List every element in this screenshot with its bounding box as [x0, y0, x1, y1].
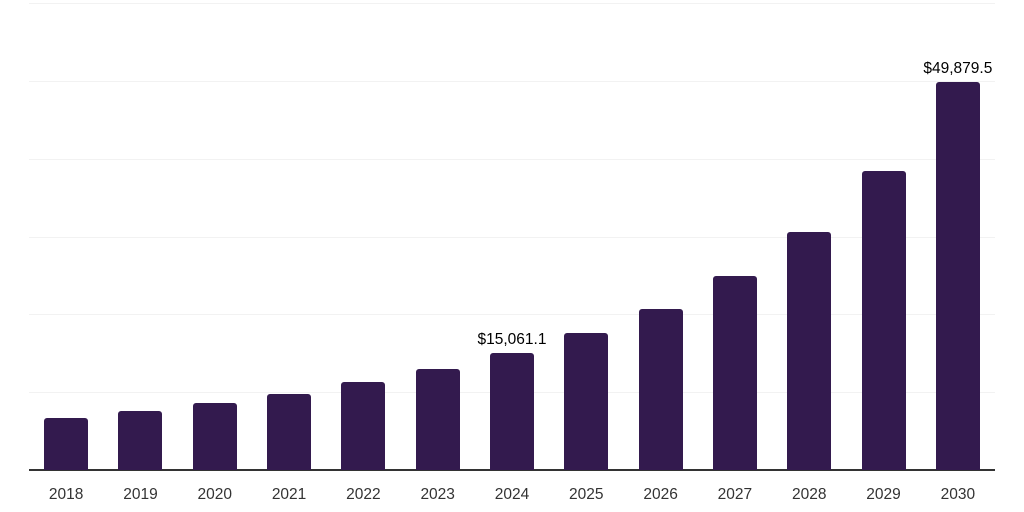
gridline [29, 236, 995, 238]
x-tick-2023: 2023 [420, 486, 455, 503]
bar-2018 [44, 417, 89, 470]
gridline [29, 3, 995, 4]
x-tick-2024: 2024 [494, 486, 530, 503]
x-tick-2021: 2021 [271, 486, 307, 503]
x-tick-2025: 2025 [569, 486, 604, 503]
data-label-2024: $15,061.1 [477, 330, 547, 348]
x-tick-2022: 2022 [346, 486, 381, 503]
x-tick-2018: 2018 [48, 486, 84, 503]
gridline [29, 80, 995, 82]
x-tick-2026: 2026 [643, 486, 678, 503]
bar-2022 [341, 381, 386, 470]
bar-2019 [118, 411, 163, 470]
bar-2026 [638, 308, 683, 470]
x-tick-2029: 2029 [866, 486, 901, 503]
gridline [29, 314, 995, 316]
bar-2030 [935, 81, 980, 470]
bar-2028 [787, 231, 832, 470]
x-tick-2019: 2019 [123, 486, 158, 503]
bar-2023 [415, 368, 460, 470]
bar-2027 [712, 275, 757, 470]
x-tick-2028: 2028 [791, 486, 827, 503]
gridline [29, 158, 995, 160]
x-axis-line [29, 469, 995, 471]
bar-2021 [267, 394, 312, 470]
x-tick-2027: 2027 [717, 486, 753, 503]
x-tick-2030: 2030 [940, 486, 976, 503]
bar-2029 [861, 170, 906, 470]
x-tick-2020: 2020 [197, 486, 232, 503]
bar-2024 [490, 352, 534, 470]
data-label-2030: $49,879.5 [923, 59, 993, 77]
bar-2020 [192, 402, 237, 470]
bar-2025 [564, 333, 609, 470]
